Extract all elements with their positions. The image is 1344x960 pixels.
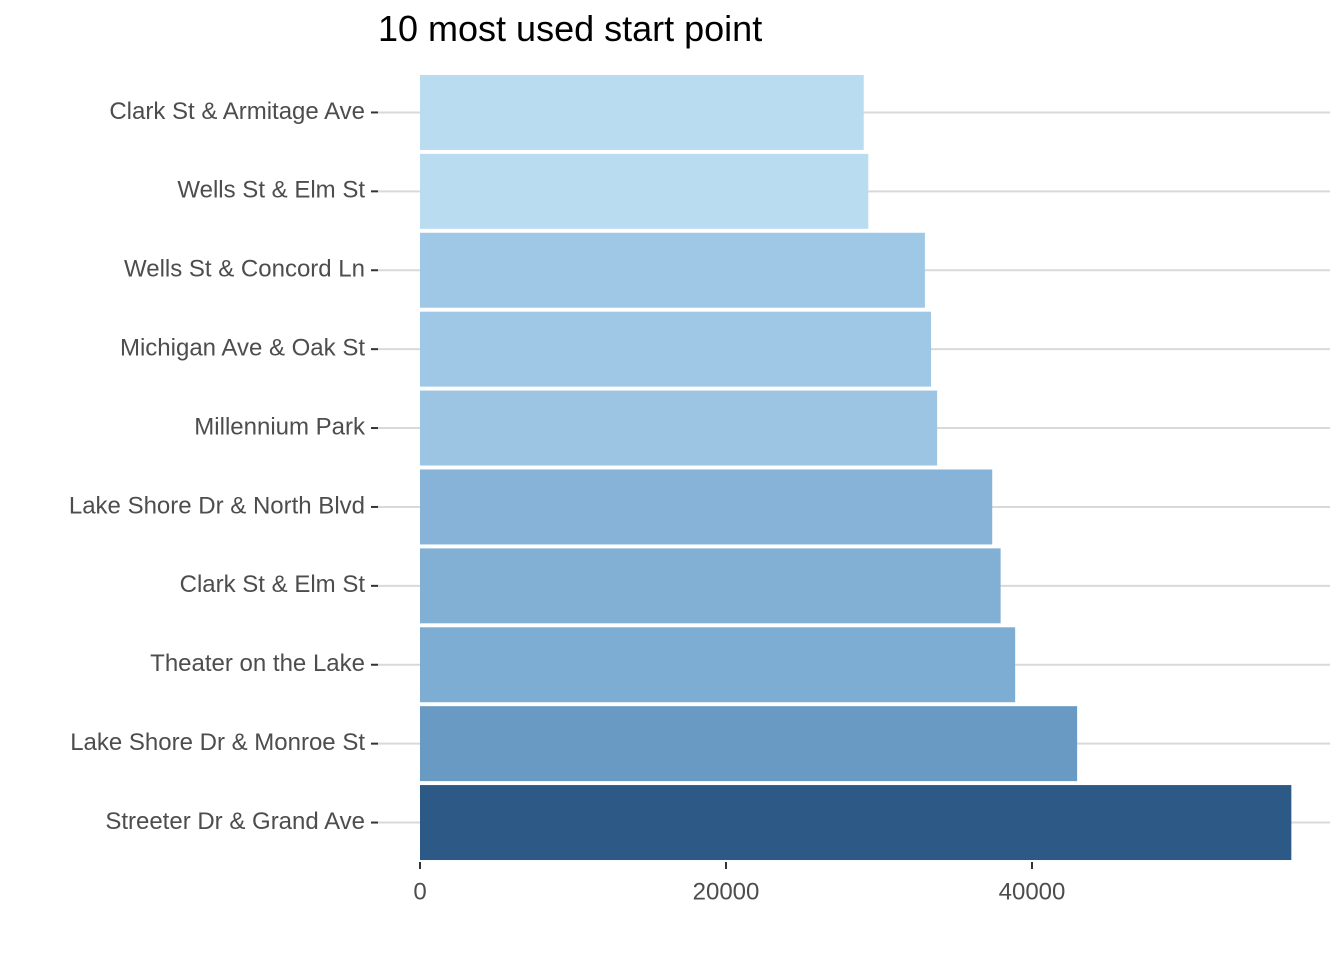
x-tick-label: 40000 bbox=[999, 878, 1066, 905]
y-tick-label: Streeter Dr & Grand Ave bbox=[105, 808, 365, 835]
y-axis: Clark St & Armitage Ave Wells St & Elm St… bbox=[69, 98, 378, 835]
y-tick-label: Michigan Ave & Oak St bbox=[120, 334, 365, 361]
y-tick-label: Lake Shore Dr & North Blvd bbox=[69, 492, 365, 519]
y-tick-label: Theater on the Lake bbox=[150, 650, 365, 677]
bar bbox=[420, 627, 1016, 703]
bar bbox=[420, 74, 864, 150]
bars bbox=[420, 74, 1292, 861]
y-tick-label: Millennium Park bbox=[194, 413, 366, 440]
x-tick-label: 20000 bbox=[693, 878, 760, 905]
bar bbox=[420, 153, 869, 229]
bar bbox=[420, 232, 925, 308]
bar bbox=[420, 706, 1078, 782]
bar bbox=[420, 548, 1001, 624]
y-tick-label: Lake Shore Dr & Monroe St bbox=[70, 729, 365, 756]
bar bbox=[420, 469, 993, 545]
bar bbox=[420, 390, 938, 466]
y-tick-label: Clark St & Elm St bbox=[180, 571, 366, 598]
y-tick-label: Wells St & Elm St bbox=[177, 177, 365, 204]
x-tick-label: 0 bbox=[413, 878, 426, 905]
y-tick-label: Clark St & Armitage Ave bbox=[109, 98, 365, 125]
x-axis: 0 20000 40000 bbox=[413, 862, 1065, 905]
bar bbox=[420, 785, 1292, 861]
bar bbox=[420, 311, 932, 387]
y-tick-label: Wells St & Concord Ln bbox=[124, 256, 365, 283]
chart-title: 10 most used start point bbox=[378, 8, 763, 49]
